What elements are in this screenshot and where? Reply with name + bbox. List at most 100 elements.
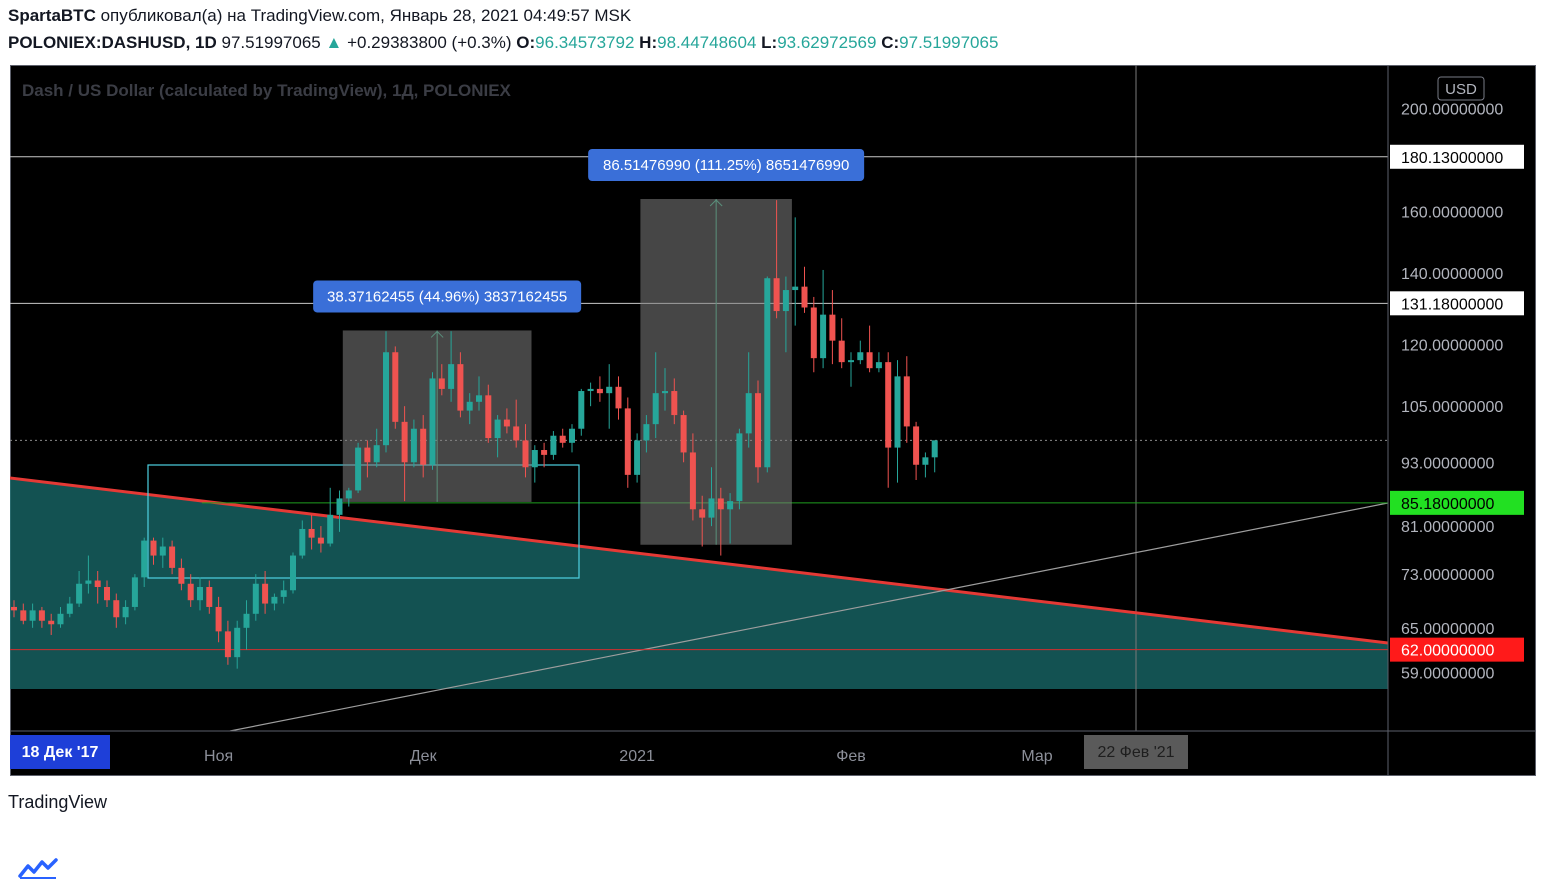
candle-body — [299, 528, 306, 556]
candle-body — [494, 419, 501, 439]
candle-body — [234, 627, 241, 658]
change-value: +0.29383800 (+0.3%) — [347, 33, 512, 52]
candle-body — [792, 286, 799, 291]
candle-body — [336, 498, 343, 515]
candle-body — [290, 555, 296, 591]
candle-body — [513, 426, 520, 441]
candle-body — [466, 401, 473, 411]
crosshair-date-label: 22 Фев '21 — [1097, 744, 1174, 761]
candle-body — [187, 583, 194, 601]
candle-body — [643, 424, 650, 441]
price-level-label: 62.00000000 — [1401, 643, 1495, 660]
change-up-icon: ▲ — [325, 33, 343, 52]
candle-body — [476, 395, 482, 402]
plot-area: 38.37162455 (44.96%) 3837162455 86.514769… — [10, 65, 1388, 731]
candle-body — [578, 391, 585, 429]
open-label: O: — [516, 33, 536, 52]
y-tick-label: 120.00000000 — [1401, 337, 1503, 354]
tradingview-logo-icon — [18, 858, 58, 879]
footer-brand[interactable]: TradingView — [8, 792, 108, 812]
x-tick-label: Дек — [410, 748, 438, 765]
candle-body — [224, 631, 231, 658]
candle-body — [829, 314, 836, 341]
close-value: 97.51997065 — [899, 33, 999, 52]
measure-arrow-head — [430, 330, 444, 338]
candle-body — [169, 546, 176, 568]
symbol-info: POLONIEX:DASHUSD, 1D 97.51997065 ▲ +0.29… — [8, 33, 998, 53]
candle-body — [215, 606, 222, 632]
y-tick-label: 140.00000000 — [1401, 266, 1503, 283]
candle-body — [178, 567, 185, 584]
support-trendline — [229, 502, 1388, 731]
y-tick-label: 59.00000000 — [1401, 666, 1495, 683]
candle-body — [48, 620, 55, 625]
open-value: 96.34573792 — [535, 33, 635, 52]
price-chart[interactable]: 38.37162455 (44.96%) 3837162455 86.514769… — [10, 65, 1536, 776]
x-tick-label: Ноя — [204, 748, 233, 765]
candle-body — [383, 352, 389, 446]
candle-body — [764, 278, 771, 468]
candle-body — [615, 386, 622, 409]
candle-body — [20, 610, 27, 621]
candle-body — [689, 452, 696, 510]
candle-body — [113, 600, 120, 618]
measure-label: 38.37162455 (44.96%) 3837162455 — [327, 288, 567, 305]
candle-body — [141, 540, 148, 578]
measure-label-box — [313, 280, 582, 313]
candle-body — [317, 537, 324, 544]
author-name[interactable]: SpartaBTC — [8, 6, 96, 25]
footer: TradingView — [8, 792, 108, 879]
measure-label: 86.51476990 (111.25%) 8651476990 — [603, 157, 849, 174]
candle-body — [922, 457, 929, 465]
currency-badge-label: USD — [1445, 81, 1477, 98]
candle-body — [894, 376, 901, 448]
currency-badge[interactable] — [1437, 76, 1485, 101]
candle-body — [355, 447, 362, 491]
low-value: 93.62972569 — [777, 33, 877, 52]
candle-body — [801, 286, 808, 308]
measure-arrow-head — [709, 199, 723, 207]
candle-body — [727, 501, 734, 510]
price-level-tag — [1390, 291, 1524, 316]
candle-body — [66, 603, 73, 614]
crosshair-date-tag — [1084, 735, 1188, 769]
candle-body — [931, 440, 938, 458]
candle-body — [11, 606, 17, 611]
candle-body — [243, 613, 250, 628]
y-tick-label: 160.00000000 — [1401, 205, 1503, 222]
candle-body — [662, 391, 668, 394]
candle-body — [624, 408, 631, 475]
candle-body — [782, 290, 789, 312]
y-tick-label: 105.00000000 — [1401, 399, 1503, 416]
candle-body — [857, 352, 864, 361]
candle-body — [541, 450, 548, 455]
candle-body — [810, 307, 817, 359]
candle-body — [94, 580, 101, 588]
publish-info: SpartaBTC опубликовал(а) на TradingView.… — [8, 6, 631, 26]
candle-body — [736, 433, 743, 502]
candle-body — [838, 340, 845, 363]
candle-body — [503, 419, 510, 427]
candle-body — [280, 590, 287, 597]
candle-body — [708, 498, 715, 518]
candle-body — [197, 587, 203, 601]
candle-body — [122, 606, 129, 618]
candle-body — [885, 362, 892, 448]
candle-body — [76, 583, 83, 604]
candle-body — [308, 528, 315, 538]
x-tick-label: Мар — [1021, 748, 1052, 765]
candle-body — [29, 610, 36, 621]
candle-body — [429, 378, 436, 465]
candle-body — [671, 391, 678, 416]
y-tick-label: 93.00000000 — [1401, 455, 1495, 472]
wedge-fill — [10, 478, 1388, 689]
price-level-tag — [1390, 490, 1524, 515]
candle-body — [85, 580, 92, 584]
x-tick-label: 2021 — [619, 748, 655, 765]
candle-body — [699, 509, 706, 518]
measure-label-box — [588, 149, 865, 182]
price-level-label: 180.13000000 — [1401, 150, 1503, 167]
candle-body — [401, 421, 408, 463]
start-date-tag — [10, 735, 110, 769]
upper-trendline — [10, 476, 1388, 645]
